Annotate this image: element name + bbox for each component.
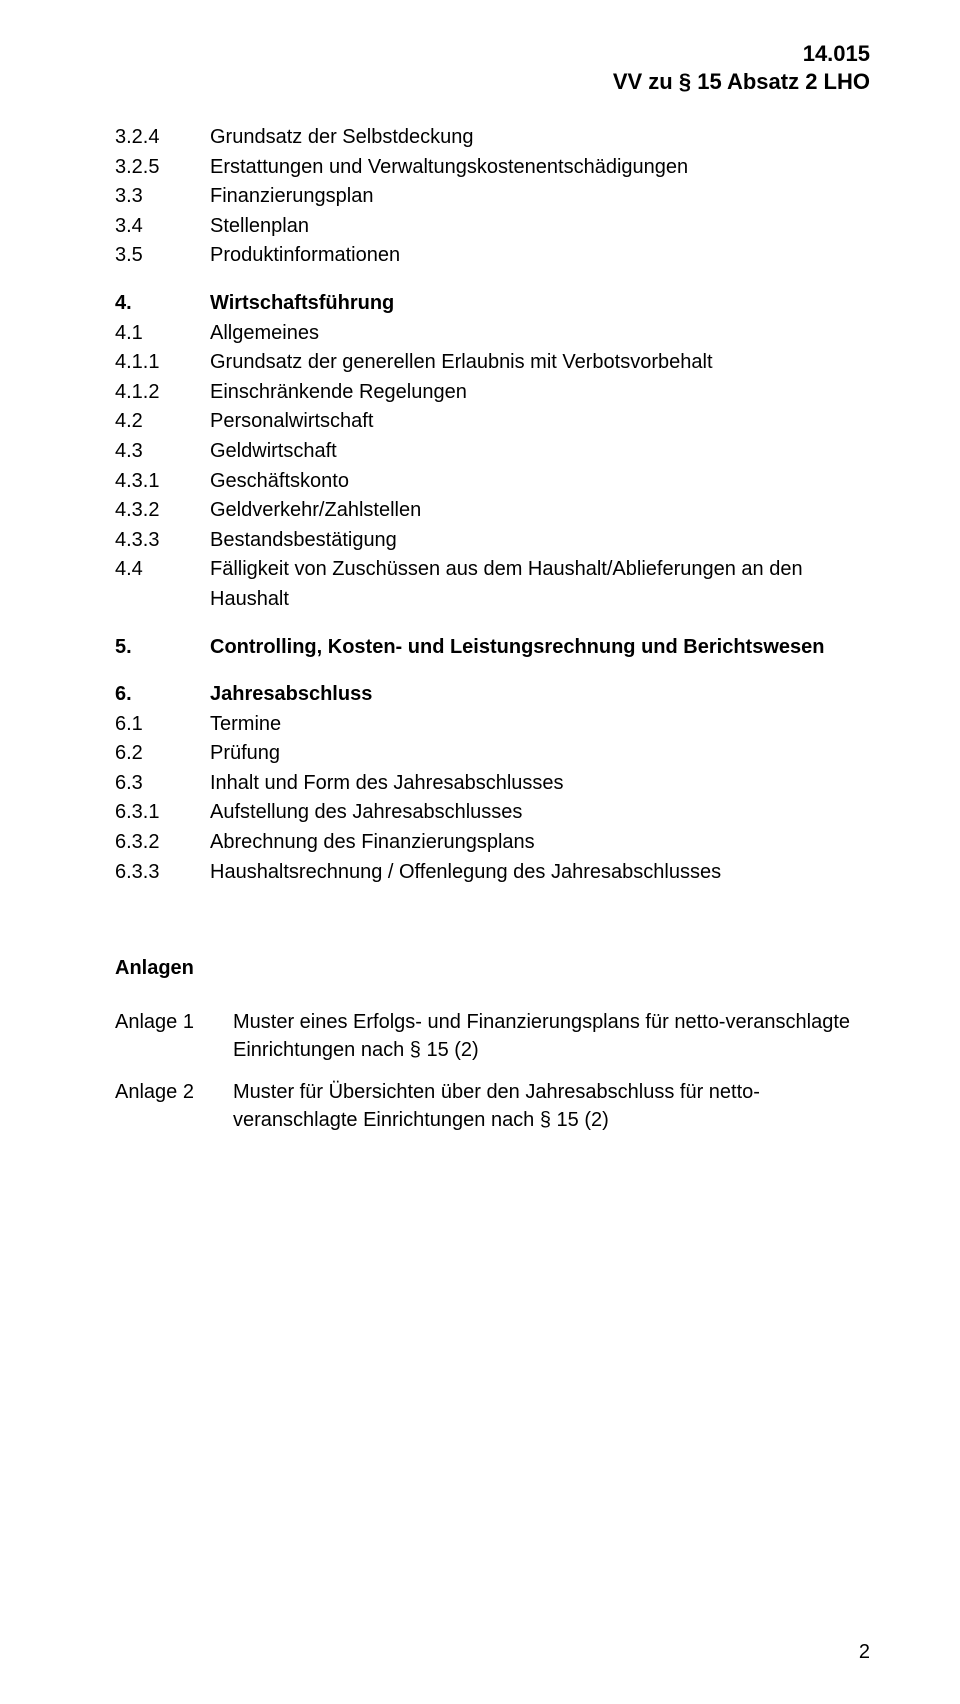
toc-number: 3.2.4 bbox=[115, 123, 210, 153]
toc-title: Stellenplan bbox=[210, 212, 870, 242]
toc-row: 3.4Stellenplan bbox=[115, 212, 870, 242]
toc-title: Geldwirtschaft bbox=[210, 437, 870, 467]
toc-row: 4.1Allgemeines bbox=[115, 319, 870, 349]
header-reference: VV zu § 15 Absatz 2 LHO bbox=[115, 68, 870, 96]
document-page: 14.015 VV zu § 15 Absatz 2 LHO 3.2.4Grun… bbox=[0, 0, 960, 1704]
toc-number: 6.3.1 bbox=[115, 798, 210, 828]
toc-title: Inhalt und Form des Jahresabschlusses bbox=[210, 769, 870, 799]
toc-row: 4.4Fälligkeit von Zuschüssen aus dem Hau… bbox=[115, 555, 870, 614]
toc-number: 4.3 bbox=[115, 437, 210, 467]
anlage-label: Anlage 1 bbox=[115, 1008, 233, 1064]
anlage-row: Anlage 2Muster für Übersichten über den … bbox=[115, 1078, 870, 1134]
toc-row: 6.3.2Abrechnung des Finanzierungsplans bbox=[115, 828, 870, 858]
header-code: 14.015 bbox=[115, 40, 870, 68]
toc-number: 4.3.3 bbox=[115, 526, 210, 556]
toc-number: 3.3 bbox=[115, 182, 210, 212]
toc-number: 3.4 bbox=[115, 212, 210, 242]
toc-row: 4.1.1Grundsatz der generellen Erlaubnis … bbox=[115, 348, 870, 378]
toc-title: Allgemeines bbox=[210, 319, 870, 349]
toc-title: Prüfung bbox=[210, 739, 870, 769]
toc-row: 4.1.2Einschränkende Regelungen bbox=[115, 378, 870, 408]
toc-title: Aufstellung des Jahresabschlusses bbox=[210, 798, 870, 828]
toc-row: 6.Jahresabschluss bbox=[115, 680, 870, 710]
toc-title: Erstattungen und Verwaltungskostenentsch… bbox=[210, 153, 870, 183]
anlagen-heading: Anlagen bbox=[115, 957, 870, 980]
toc-title: Bestandsbestätigung bbox=[210, 526, 870, 556]
toc-title: Einschränkende Regelungen bbox=[210, 378, 870, 408]
toc-number: 6.3.3 bbox=[115, 858, 210, 888]
toc-number: 4.3.1 bbox=[115, 467, 210, 497]
toc-number: 4.1 bbox=[115, 319, 210, 349]
toc-number: 4. bbox=[115, 289, 210, 319]
anlage-row: Anlage 1Muster eines Erfolgs- und Finanz… bbox=[115, 1008, 870, 1064]
toc-title: Haushaltsrechnung / Offenlegung des Jahr… bbox=[210, 858, 870, 888]
toc-number: 3.2.5 bbox=[115, 153, 210, 183]
toc-number: 4.4 bbox=[115, 555, 210, 614]
toc-number: 6.1 bbox=[115, 710, 210, 740]
toc-number: 3.5 bbox=[115, 241, 210, 271]
toc-gap bbox=[115, 271, 870, 289]
toc-title: Fälligkeit von Zuschüssen aus dem Hausha… bbox=[210, 555, 870, 614]
toc-row: 4.3.2Geldverkehr/Zahlstellen bbox=[115, 496, 870, 526]
toc-number: 4.3.2 bbox=[115, 496, 210, 526]
toc-title: Grundsatz der generellen Erlaubnis mit V… bbox=[210, 348, 870, 378]
anlage-text: Muster eines Erfolgs- und Finanzierungsp… bbox=[233, 1008, 870, 1064]
toc-title: Geschäftskonto bbox=[210, 467, 870, 497]
toc-title: Grundsatz der Selbstdeckung bbox=[210, 123, 870, 153]
toc-number: 6.2 bbox=[115, 739, 210, 769]
toc-row: 4.Wirtschaftsführung bbox=[115, 289, 870, 319]
anlage-text: Muster für Übersichten über den Jahresab… bbox=[233, 1078, 870, 1134]
toc-row: 4.2Personalwirtschaft bbox=[115, 407, 870, 437]
toc-number: 4.1.1 bbox=[115, 348, 210, 378]
toc-row: 6.2Prüfung bbox=[115, 739, 870, 769]
toc-title: Jahresabschluss bbox=[210, 680, 870, 710]
toc-row: 6.1Termine bbox=[115, 710, 870, 740]
toc-title: Abrechnung des Finanzierungsplans bbox=[210, 828, 870, 858]
toc-number: 5. bbox=[115, 633, 210, 663]
toc-number: 6.3 bbox=[115, 769, 210, 799]
toc-row: 3.2.5Erstattungen und Verwaltungskostene… bbox=[115, 153, 870, 183]
toc-number: 6. bbox=[115, 680, 210, 710]
toc-title: Controlling, Kosten- und Leistungsrechnu… bbox=[210, 633, 870, 663]
toc-row: 6.3.1Aufstellung des Jahresabschlusses bbox=[115, 798, 870, 828]
toc-gap bbox=[115, 615, 870, 633]
toc-row: 4.3.1Geschäftskonto bbox=[115, 467, 870, 497]
toc-title: Wirtschaftsführung bbox=[210, 289, 870, 319]
toc-row: 6.3Inhalt und Form des Jahresabschlusses bbox=[115, 769, 870, 799]
toc-row: 5.Controlling, Kosten- und Leistungsrech… bbox=[115, 633, 870, 663]
page-number: 2 bbox=[859, 1641, 870, 1664]
toc-title: Produktinformationen bbox=[210, 241, 870, 271]
toc-row: 4.3.3Bestandsbestätigung bbox=[115, 526, 870, 556]
toc-title: Personalwirtschaft bbox=[210, 407, 870, 437]
toc-gap bbox=[115, 662, 870, 680]
toc-row: 4.3Geldwirtschaft bbox=[115, 437, 870, 467]
toc-title: Termine bbox=[210, 710, 870, 740]
toc-title: Geldverkehr/Zahlstellen bbox=[210, 496, 870, 526]
anlage-label: Anlage 2 bbox=[115, 1078, 233, 1134]
toc-row: 3.2.4Grundsatz der Selbstdeckung bbox=[115, 123, 870, 153]
toc-number: 4.1.2 bbox=[115, 378, 210, 408]
anlagen-list: Anlage 1Muster eines Erfolgs- und Finanz… bbox=[115, 1008, 870, 1134]
toc-row: 6.3.3Haushaltsrechnung / Offenlegung des… bbox=[115, 858, 870, 888]
toc-title: Finanzierungsplan bbox=[210, 182, 870, 212]
toc-row: 3.3Finanzierungsplan bbox=[115, 182, 870, 212]
table-of-contents: 3.2.4Grundsatz der Selbstdeckung3.2.5Ers… bbox=[115, 123, 870, 887]
toc-number: 6.3.2 bbox=[115, 828, 210, 858]
toc-number: 4.2 bbox=[115, 407, 210, 437]
page-header: 14.015 VV zu § 15 Absatz 2 LHO bbox=[115, 40, 870, 95]
toc-row: 3.5Produktinformationen bbox=[115, 241, 870, 271]
